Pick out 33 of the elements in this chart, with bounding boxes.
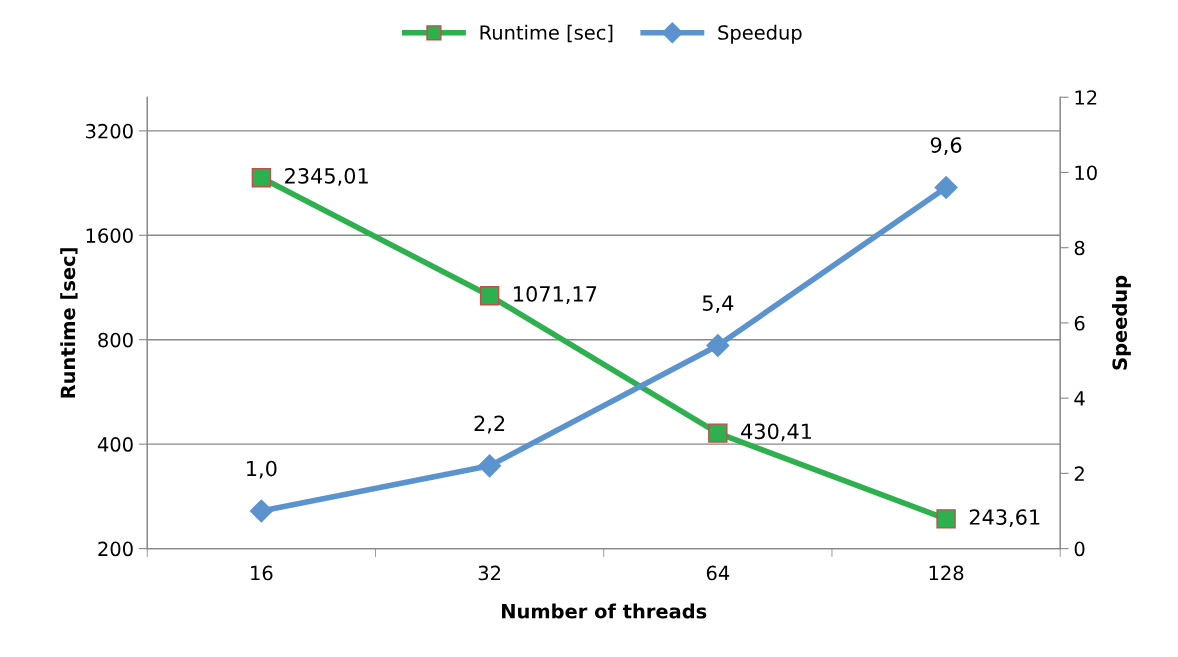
y-tick-label: 200: [98, 541, 133, 557]
y-tick-label: 800: [98, 332, 133, 348]
data-label: 2345,01: [285, 167, 368, 186]
y2-tick-label: 4: [1074, 391, 1085, 406]
y2-tick-label: 10: [1075, 165, 1097, 181]
y-tick-label: 3200: [86, 123, 133, 139]
y2-tick-label: 12: [1075, 90, 1097, 105]
x-axis-title: Number of threads: [502, 603, 707, 619]
y2-tick-label: 0: [1074, 541, 1085, 557]
y2-tick-label: 6: [1074, 315, 1085, 331]
point: [936, 509, 956, 529]
y-tick-label: 400: [97, 437, 133, 452]
y2-tick-label: 2: [1074, 466, 1084, 481]
y-tick-label: 1600: [86, 228, 133, 243]
x-tick-label: 64: [706, 565, 730, 581]
point: [479, 286, 500, 306]
y2-axis-title: Speedup: [1112, 275, 1131, 370]
legend-label: Speedup: [718, 24, 802, 44]
y2-tick-label: 8: [1074, 240, 1085, 256]
point: [251, 167, 272, 188]
legend-label: Runtime [sec]: [480, 24, 613, 43]
point: [708, 423, 728, 443]
data-label: 1071,17: [514, 286, 597, 304]
data-label: 9,6: [930, 137, 962, 156]
data-label: 2,2: [474, 415, 505, 434]
x-tick-label: 128: [929, 565, 964, 581]
x-tick-label: 16: [251, 565, 273, 581]
data-label: 243,61: [969, 509, 1040, 528]
data-label: 1,0: [247, 460, 277, 479]
data-label: 430,41: [741, 423, 812, 442]
y-axis-title: Runtime [sec]: [60, 248, 78, 398]
x-tick-label: 32: [478, 565, 501, 581]
data-label: 5,4: [702, 295, 734, 314]
